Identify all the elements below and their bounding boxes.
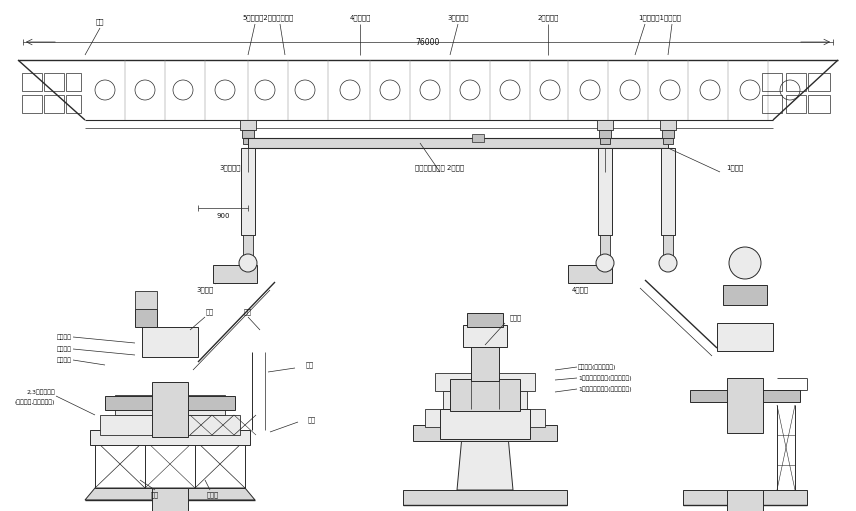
Bar bbox=[241, 148, 255, 235]
Bar bbox=[22, 73, 42, 91]
Bar bbox=[142, 327, 198, 357]
Text: 3号桥墩: 3号桥墩 bbox=[196, 287, 214, 293]
Bar bbox=[243, 235, 253, 257]
Bar bbox=[248, 138, 668, 148]
Bar bbox=[440, 409, 530, 439]
Bar bbox=[425, 409, 545, 427]
Text: 900: 900 bbox=[217, 213, 229, 219]
Text: 3号小牛腿: 3号小牛腿 bbox=[219, 165, 241, 171]
Bar bbox=[663, 235, 673, 257]
Bar bbox=[683, 490, 807, 505]
Text: 外模: 外模 bbox=[151, 492, 159, 498]
Text: 76000: 76000 bbox=[416, 37, 440, 47]
Text: 挑架: 挑架 bbox=[244, 309, 252, 315]
Bar bbox=[808, 73, 830, 91]
Bar bbox=[450, 379, 520, 411]
Text: 牛腿立柱(过墩时使用): 牛腿立柱(过墩时使用) bbox=[578, 364, 616, 370]
Text: 主梁: 主梁 bbox=[206, 309, 214, 315]
Bar bbox=[66, 95, 81, 113]
Text: 纵移轮箱: 纵移轮箱 bbox=[57, 334, 72, 340]
Bar bbox=[723, 285, 767, 305]
Bar bbox=[762, 95, 782, 113]
Bar bbox=[599, 130, 611, 138]
Text: 3号小牛腿: 3号小牛腿 bbox=[447, 15, 469, 21]
Bar bbox=[463, 325, 507, 347]
Text: 支腿转移卷扬机 2号支腿: 支腿转移卷扬机 2号支腿 bbox=[415, 165, 465, 171]
Text: 1号支腿制梁立柱(制梁时使用): 1号支腿制梁立柱(制梁时使用) bbox=[578, 386, 632, 392]
Text: 大牛腿: 大牛腿 bbox=[510, 315, 522, 321]
Bar bbox=[403, 490, 567, 505]
Bar bbox=[786, 95, 806, 113]
Bar bbox=[660, 120, 676, 130]
Bar bbox=[598, 148, 612, 235]
Bar bbox=[44, 73, 64, 91]
Text: 4号桥墩: 4号桥墩 bbox=[572, 287, 589, 293]
Bar bbox=[727, 490, 763, 511]
Bar bbox=[66, 73, 81, 91]
Bar bbox=[152, 382, 188, 437]
Text: 底模架: 底模架 bbox=[207, 492, 219, 498]
Text: 吊梁: 吊梁 bbox=[308, 416, 316, 423]
Bar bbox=[600, 235, 610, 257]
Bar bbox=[467, 313, 503, 327]
Text: 1号支腿过孔支架(过孔时使用): 1号支腿过孔支架(过孔时使用) bbox=[578, 375, 632, 381]
Bar bbox=[493, 373, 535, 391]
Bar bbox=[22, 95, 42, 113]
Bar bbox=[472, 134, 484, 142]
Bar bbox=[471, 347, 499, 381]
Text: 2,3号支腿支架: 2,3号支腿支架 bbox=[27, 389, 55, 395]
Text: (过墩使用,制梁时拆除): (过墩使用,制梁时拆除) bbox=[15, 399, 55, 405]
Text: 2号小牛腿: 2号小牛腿 bbox=[538, 15, 559, 21]
Bar bbox=[90, 430, 250, 445]
Circle shape bbox=[729, 247, 761, 279]
Bar bbox=[568, 265, 612, 283]
Bar bbox=[661, 148, 675, 235]
Text: 支腿横梁: 支腿横梁 bbox=[57, 357, 72, 363]
Bar bbox=[413, 425, 557, 441]
Bar bbox=[115, 395, 225, 415]
Bar bbox=[786, 73, 806, 91]
Bar bbox=[240, 120, 256, 130]
Bar bbox=[600, 138, 610, 144]
Text: 吊杆: 吊杆 bbox=[306, 362, 314, 368]
Bar bbox=[762, 73, 782, 91]
Bar bbox=[135, 309, 157, 327]
Polygon shape bbox=[85, 488, 255, 500]
Text: 导梁: 导梁 bbox=[96, 19, 104, 26]
Bar bbox=[435, 373, 477, 391]
Bar bbox=[135, 291, 157, 309]
Bar bbox=[663, 138, 673, 144]
Bar bbox=[727, 378, 763, 433]
Bar bbox=[717, 323, 773, 351]
Bar bbox=[597, 120, 613, 130]
Bar bbox=[213, 265, 257, 283]
Circle shape bbox=[239, 254, 257, 272]
Text: 横移滑梁: 横移滑梁 bbox=[57, 346, 72, 352]
Bar bbox=[44, 95, 64, 113]
Polygon shape bbox=[457, 425, 513, 490]
Bar bbox=[105, 396, 235, 410]
Bar bbox=[690, 390, 800, 402]
Text: 1号支腿: 1号支腿 bbox=[727, 165, 744, 171]
Text: 5号小牛腿2号大牛腿主梁: 5号小牛腿2号大牛腿主梁 bbox=[242, 15, 294, 21]
Bar bbox=[152, 488, 188, 511]
Text: 1号大牛腿1号小牛腿: 1号大牛腿1号小牛腿 bbox=[639, 15, 681, 21]
Bar bbox=[100, 415, 240, 435]
Bar bbox=[808, 95, 830, 113]
Bar bbox=[443, 391, 527, 409]
Circle shape bbox=[659, 254, 677, 272]
Bar bbox=[243, 138, 253, 144]
Text: 4号小牛腿: 4号小牛腿 bbox=[349, 15, 371, 21]
Bar bbox=[242, 130, 254, 138]
Bar bbox=[662, 130, 674, 138]
Circle shape bbox=[596, 254, 614, 272]
